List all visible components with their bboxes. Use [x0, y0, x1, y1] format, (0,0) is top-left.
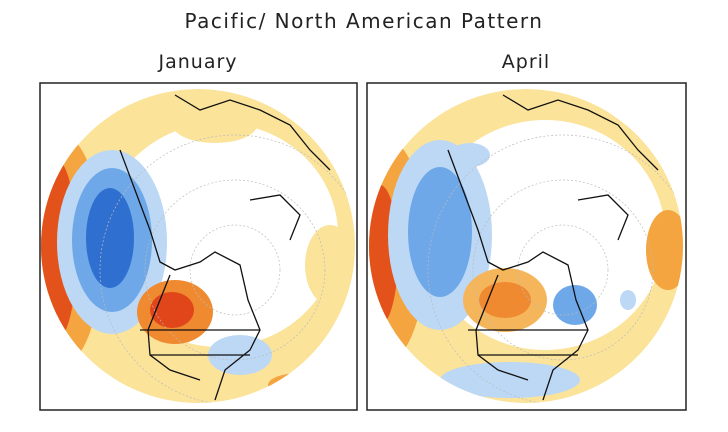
strong-negative-anomaly [86, 188, 134, 288]
graticule [189, 224, 281, 316]
figure-title: Pacific/ North American Pattern [185, 9, 544, 33]
negative-anomaly [440, 362, 580, 398]
graticule [472, 179, 654, 361]
negative-anomaly [450, 143, 490, 167]
positive-anomaly [305, 225, 355, 305]
negative-anomaly [553, 285, 597, 325]
coastline [447, 94, 659, 401]
positive-anomaly [646, 210, 683, 290]
positive-anomaly [173, 107, 257, 143]
graticule [517, 224, 609, 316]
coastline [119, 94, 331, 401]
panel-title: January [157, 51, 237, 73]
map-april [369, 89, 683, 403]
positive-anomaly [479, 282, 531, 318]
negative-anomaly [408, 167, 472, 297]
strong-positive-anomaly [150, 292, 194, 328]
panel-frame [39, 82, 358, 411]
graticule [144, 179, 326, 361]
panel-title: April [502, 51, 550, 73]
negative-anomaly [620, 290, 636, 310]
panel-frame [366, 82, 687, 411]
